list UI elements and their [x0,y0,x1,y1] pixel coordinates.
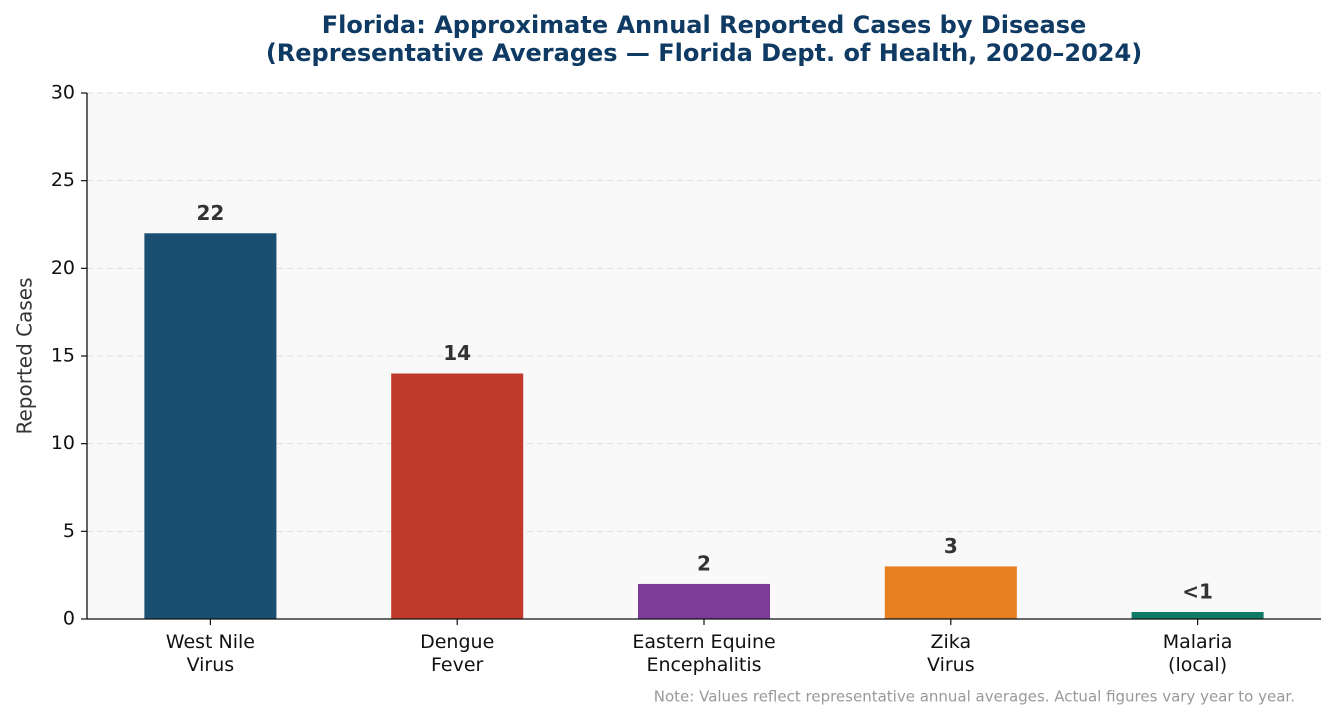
y-tick-label: 30 [51,82,75,104]
bar [144,233,277,619]
bar [884,566,1017,619]
value-label: <1 [1182,579,1213,603]
chart-subtitle: (Representative Averages — Florida Dept.… [266,39,1142,67]
bar [1131,611,1264,619]
bar [391,373,524,619]
value-label: 14 [443,341,471,365]
y-tick-label: 5 [63,520,75,542]
value-label: 3 [944,534,958,558]
x-tick-label: Zika Virus [926,631,975,676]
value-label: 2 [697,551,711,575]
y-tick-label: 25 [51,169,75,191]
x-tick-label: Dengue Fever [420,631,495,676]
value-label: 22 [196,201,224,225]
chart-title: Florida: Approximate Annual Reported Cas… [322,11,1087,39]
note: Note: Values reflect representative annu… [654,688,1295,706]
x-tick-label: West Nile Virus [165,631,255,676]
y-axis-label: Reported Cases [13,277,37,434]
y-tick-label: 15 [51,345,75,367]
x-tick-label: Malaria (local) [1162,631,1233,676]
x-tick-label: Eastern Equine Encephalitis [632,631,776,676]
y-tick-label: 0 [63,608,75,630]
bar [637,583,771,619]
y-tick-label: 10 [51,432,75,454]
y-tick-label: 20 [51,257,75,279]
